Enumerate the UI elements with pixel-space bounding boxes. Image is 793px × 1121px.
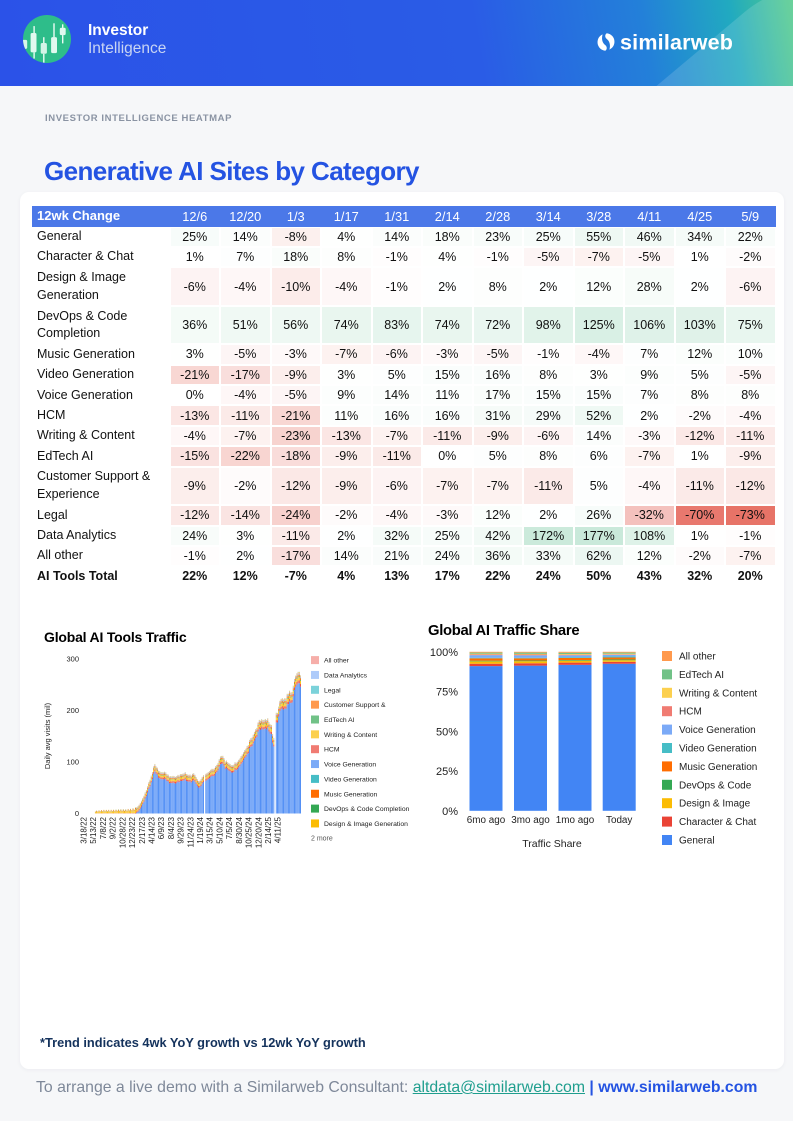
svg-text:100: 100 [66,758,79,767]
svg-text:3mo ago: 3mo ago [511,815,550,826]
svg-text:5/13/22: 5/13/22 [89,816,98,843]
svg-text:Voice Generation: Voice Generation [324,762,376,769]
svg-text:EdTech AI: EdTech AI [679,670,724,681]
svg-text:7/5/24: 7/5/24 [225,816,234,839]
svg-text:Writing & Content: Writing & Content [324,732,377,739]
svg-text:10/28/22: 10/28/22 [118,816,127,848]
svg-text:Data Analytics: Data Analytics [324,672,368,679]
svg-text:9/29/23: 9/29/23 [177,816,186,843]
svg-text:Traffic Share: Traffic Share [522,838,582,850]
svg-text:0: 0 [75,809,79,818]
svg-text:2/14/25: 2/14/25 [264,816,273,843]
svg-text:2/17/23: 2/17/23 [138,816,147,843]
svg-text:DevOps & Code: DevOps & Code [679,780,752,791]
svg-text:9/2/22: 9/2/22 [109,816,118,839]
svg-text:8/30/24: 8/30/24 [235,816,244,843]
svg-text:2 more: 2 more [311,835,333,842]
svg-text:4/14/23: 4/14/23 [147,816,156,843]
svg-text:Customer Support &: Customer Support & [324,702,386,709]
svg-text:50%: 50% [436,726,458,738]
svg-text:7/8/22: 7/8/22 [99,816,108,839]
svg-text:HCM: HCM [324,747,340,754]
svg-text:Design & Image Generation: Design & Image Generation [324,821,408,828]
svg-text:1mo ago: 1mo ago [556,815,595,826]
svg-text:Daily avg visits (mil): Daily avg visits (mil) [43,702,52,769]
svg-text:4/11/25: 4/11/25 [274,816,283,843]
svg-text:12/20/24: 12/20/24 [254,816,263,848]
svg-text:Today: Today [606,815,632,826]
svg-text:5/10/24: 5/10/24 [215,816,224,843]
svg-text:1/19/24: 1/19/24 [196,816,205,843]
svg-text:6/9/23: 6/9/23 [157,816,166,839]
svg-text:8/4/23: 8/4/23 [167,816,176,839]
svg-text:200: 200 [66,706,79,715]
svg-text:Music Generation: Music Generation [679,762,757,773]
svg-text:75%: 75% [436,687,458,699]
svg-text:11/24/23: 11/24/23 [186,816,195,847]
svg-text:HCM: HCM [679,707,702,718]
svg-text:0%: 0% [442,806,458,818]
svg-text:3/18/22: 3/18/22 [80,816,89,843]
svg-text:3/15/24: 3/15/24 [206,816,215,843]
svg-text:Video Generation: Video Generation [679,744,757,755]
svg-text:Global AI Traffic Share: Global AI Traffic Share [428,623,579,639]
svg-text:similarweb: similarweb [620,31,733,55]
svg-text:Music Generation: Music Generation [324,791,377,798]
svg-text:Writing & Content: Writing & Content [679,688,757,699]
svg-text:Global AI Tools Traffic: Global AI Tools Traffic [44,629,187,645]
svg-text:10/25/24: 10/25/24 [245,816,254,848]
svg-text:6mo ago: 6mo ago [467,815,506,826]
svg-text:EdTech AI: EdTech AI [324,717,355,724]
svg-text:Legal: Legal [324,687,341,694]
svg-text:12/23/22: 12/23/22 [128,816,137,848]
svg-text:Video Generation: Video Generation [324,776,377,783]
svg-text:25%: 25% [436,766,458,778]
svg-text:Voice Generation: Voice Generation [679,725,756,736]
svg-text:General: General [679,836,715,847]
svg-text:DevOps & Code Completion: DevOps & Code Completion [324,806,410,813]
svg-text:Design & Image: Design & Image [679,799,751,810]
svg-text:Character & Chat: Character & Chat [679,817,756,828]
svg-text:300: 300 [66,655,79,664]
svg-text:All other: All other [324,658,350,665]
svg-text:100%: 100% [430,647,458,659]
svg-text:All other: All other [679,652,716,663]
